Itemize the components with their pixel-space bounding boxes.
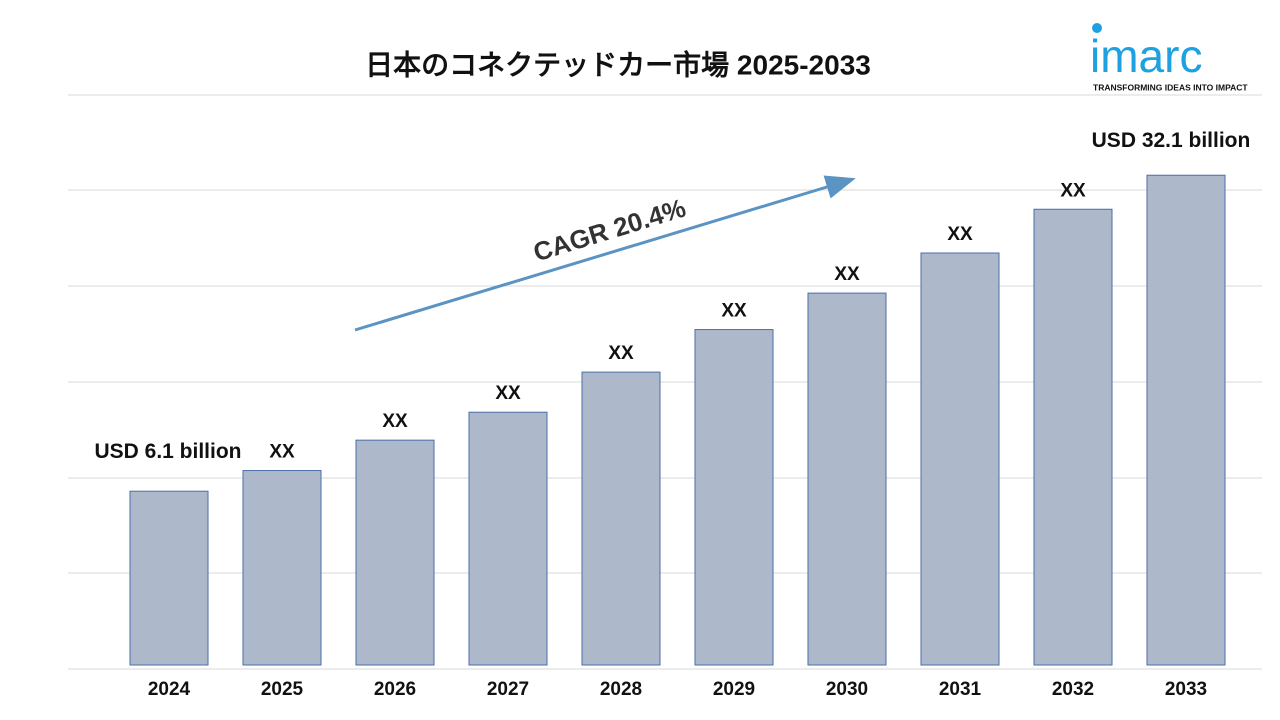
logo-tagline: TRANSFORMING IDEAS INTO IMPACT xyxy=(1093,82,1248,92)
x-tick-label: 2032 xyxy=(1052,679,1094,700)
value-label: XX xyxy=(721,301,747,322)
value-label: XX xyxy=(947,224,973,245)
chart-title: 日本のコネクテッドカー市場 2025-2033 xyxy=(365,48,871,80)
x-tick-label: 2029 xyxy=(713,679,755,700)
value-label: XX xyxy=(608,343,634,364)
bar xyxy=(129,490,209,666)
logo-dot xyxy=(1092,23,1102,33)
value-label: XX xyxy=(1060,180,1086,201)
cagr-label: CAGR 20.4% xyxy=(530,193,689,268)
value-label: XX xyxy=(834,264,860,285)
bar xyxy=(468,411,548,666)
cagr-arrow xyxy=(354,175,856,332)
value-label: XX xyxy=(495,383,521,404)
x-tick-label: 2030 xyxy=(826,679,868,700)
x-tick-label: 2025 xyxy=(261,679,304,700)
value-label: XX xyxy=(382,411,408,432)
bar xyxy=(242,470,322,666)
bar xyxy=(355,439,435,666)
x-tick-label: 2026 xyxy=(374,679,416,700)
bar xyxy=(807,292,887,666)
bar xyxy=(581,371,661,666)
bar xyxy=(1146,174,1226,666)
bar xyxy=(694,329,774,666)
x-tick-label: 2033 xyxy=(1165,679,1207,700)
x-tick-label: 2031 xyxy=(939,679,982,700)
value-label: USD 32.1 billion xyxy=(1092,129,1251,152)
x-tick-label: 2027 xyxy=(487,679,529,700)
bar xyxy=(1033,208,1113,666)
value-label: XX xyxy=(269,442,295,463)
x-tick-label: 2028 xyxy=(600,679,642,700)
logo: imarc xyxy=(1090,30,1202,82)
bar xyxy=(920,252,1000,666)
x-tick-label: 2024 xyxy=(148,679,191,700)
value-label: USD 6.1 billion xyxy=(94,440,241,463)
